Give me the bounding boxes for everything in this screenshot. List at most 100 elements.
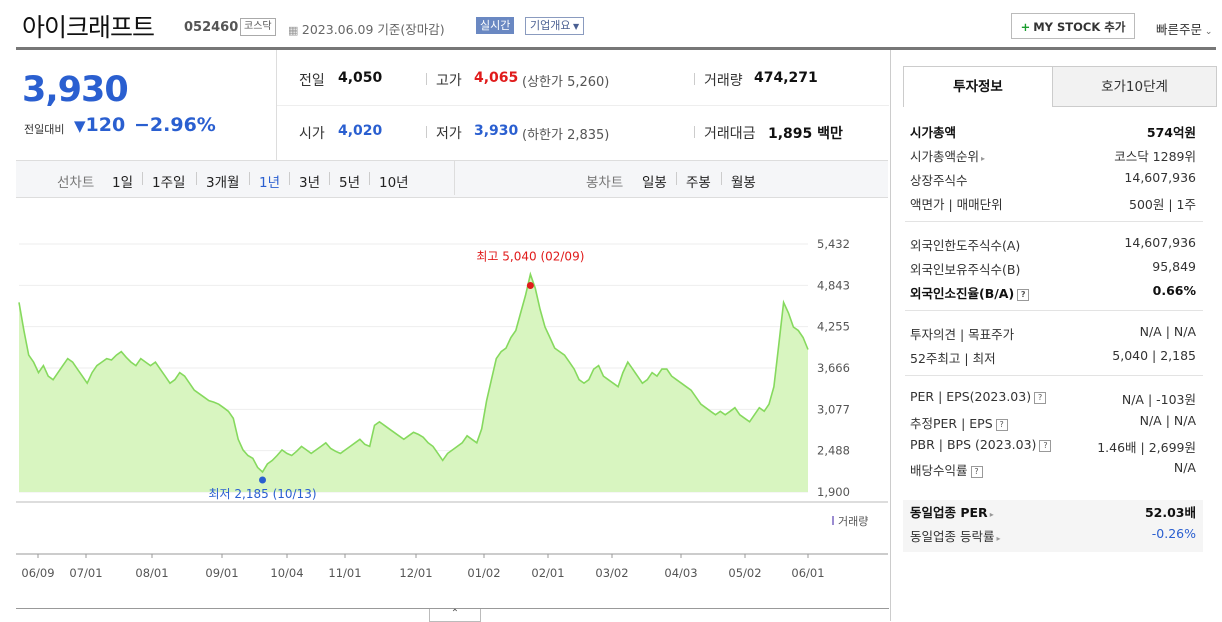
prev-value: 4,050 bbox=[338, 70, 383, 86]
corp-info-label: 기업개요 bbox=[530, 19, 571, 32]
tab-invest-info[interactable]: 투자정보 bbox=[903, 66, 1053, 107]
x-tick-label: 12/01 bbox=[399, 566, 432, 580]
y-axis-ticks: 5,432 4,843 4,255 3,666 3,077 2,488 1,900 bbox=[817, 237, 850, 499]
y-tick-label: 4,255 bbox=[817, 320, 850, 334]
market-badge: 코스닥 bbox=[240, 18, 276, 36]
x-tick-label: 01/02 bbox=[467, 566, 500, 580]
est-text: 추정PER | EPS bbox=[910, 416, 993, 431]
chart-bottom-line bbox=[16, 608, 889, 609]
x-tick-label: 06/09 bbox=[21, 566, 54, 580]
y-tick-label: 5,432 bbox=[817, 237, 850, 251]
open-label: 시가 bbox=[299, 126, 325, 142]
mystock-button[interactable]: + MY STOCK 추가 bbox=[1011, 13, 1135, 39]
high-value: 4,065 bbox=[474, 70, 519, 86]
x-tick-label: 07/01 bbox=[69, 566, 102, 580]
period-1w[interactable]: 1주일 bbox=[152, 175, 186, 191]
amount-label: 거래대금 bbox=[704, 126, 756, 142]
w52-value: 5,040 | 2,185 bbox=[1112, 348, 1196, 363]
quick-order-label: 빠른주문 bbox=[1156, 22, 1203, 37]
mystock-label: MY STOCK 추가 bbox=[1033, 20, 1126, 34]
period-5y[interactable]: 5년 bbox=[339, 175, 361, 191]
period-3m[interactable]: 3개월 bbox=[206, 175, 240, 191]
help-icon[interactable]: ? bbox=[1017, 289, 1030, 301]
volume-legend-label: 거래량 bbox=[838, 515, 868, 528]
sector-rate-text: 동일업종 등락률 bbox=[910, 529, 995, 544]
volume-value: 474,271 bbox=[754, 70, 818, 86]
chart-markers: 최고 5,040 (02/09) 최저 2,185 (10/13) bbox=[209, 250, 585, 501]
current-price: 3,930 bbox=[22, 70, 129, 110]
amount-number: 1,895 bbox=[768, 126, 813, 142]
x-tick-label: 05/02 bbox=[728, 566, 761, 580]
div-label: 배당수익률? bbox=[910, 460, 983, 479]
open-value: 4,020 bbox=[338, 123, 383, 139]
candle-weekly[interactable]: 주봉 bbox=[686, 175, 711, 191]
chevron-down-icon: ▼ bbox=[570, 22, 580, 31]
foreign-hold-label: 외국인보유주식수(B) bbox=[910, 262, 1021, 277]
per-text: PER | EPS(2023.03) bbox=[910, 389, 1032, 404]
sector-rate-label[interactable]: 동일업종 등락률 ▸ bbox=[910, 526, 1001, 545]
toolbar-sep bbox=[721, 172, 722, 185]
y-tick-label: 1,900 bbox=[817, 485, 850, 499]
sector-per-text: 동일업종 PER bbox=[910, 505, 988, 520]
sector-per-value: 52.03배 bbox=[1144, 505, 1196, 520]
cap-rank-label[interactable]: 시가총액순위 ▸ bbox=[910, 146, 985, 165]
row-divider bbox=[277, 105, 889, 106]
toolbar-sep bbox=[289, 172, 290, 185]
cell-divider bbox=[694, 126, 695, 138]
x-tick-label: 04/03 bbox=[664, 566, 697, 580]
corp-info-dropdown[interactable]: 기업개요 ▼ bbox=[525, 17, 585, 35]
compare-label: 전일대비 bbox=[24, 123, 65, 136]
foreign-rate-label: 외국인소진율(B/A)? bbox=[910, 283, 1030, 302]
pbr-label: PBR | BPS (2023.03)? bbox=[910, 437, 1052, 452]
price-line bbox=[18, 271, 809, 474]
expand-chevron-icon[interactable]: ⌃ bbox=[429, 609, 481, 622]
candle-monthly[interactable]: 월봉 bbox=[731, 175, 756, 191]
tab-quote-10[interactable]: 호가10단계 bbox=[1052, 66, 1217, 107]
price-box bbox=[16, 50, 277, 160]
period-10y[interactable]: 10년 bbox=[379, 175, 409, 191]
est-label: 추정PER | EPS? bbox=[910, 413, 1008, 432]
w52-label: 52주최고 | 최저 bbox=[910, 351, 996, 366]
pbr-value: 1.46배 | 2,699원 bbox=[1097, 440, 1196, 455]
toolbar-divider bbox=[454, 161, 455, 195]
period-3y[interactable]: 3년 bbox=[299, 175, 321, 191]
price-area bbox=[19, 274, 808, 492]
x-tick-label: 08/01 bbox=[135, 566, 168, 580]
lower-limit: (하한가 2,835) bbox=[522, 128, 610, 143]
period-1y[interactable]: 1년 bbox=[259, 175, 281, 191]
stock-name: 아이크래프트 bbox=[22, 13, 155, 42]
x-axis-ticks: 06/09 07/01 08/01 09/01 10/04 11/01 12/01 01/02… bbox=[21, 554, 825, 580]
x-tick-label: 10/04 bbox=[270, 566, 303, 580]
cap-rank-value: 코스닥 1289위 bbox=[1114, 149, 1196, 164]
y-tick-label: 3,666 bbox=[817, 361, 850, 375]
candle-chart-label: 봉차트 bbox=[586, 175, 624, 191]
quick-order-button[interactable]: 빠른주문 ⌄ bbox=[1156, 19, 1212, 38]
high-label: 최고 5,040 (02/09) bbox=[476, 250, 584, 264]
date-text: ▦ 2023.06.09 기준(장마감) bbox=[288, 19, 445, 38]
help-icon[interactable]: ? bbox=[970, 466, 983, 478]
amount-value: 1,895 백만 bbox=[768, 123, 843, 143]
help-icon[interactable]: ? bbox=[1039, 440, 1052, 452]
low-marker bbox=[259, 476, 267, 484]
amount-unit: 백만 bbox=[817, 126, 843, 142]
market-cap-label: 시가총액 bbox=[910, 125, 957, 140]
high-marker bbox=[526, 282, 534, 290]
help-icon[interactable]: ? bbox=[995, 419, 1008, 431]
cell-divider bbox=[694, 73, 695, 85]
header-divider bbox=[16, 47, 1216, 50]
help-icon[interactable]: ? bbox=[1034, 392, 1047, 404]
foreign-limit-value: 14,607,936 bbox=[1124, 235, 1196, 250]
realtime-button[interactable]: 실시간 bbox=[476, 17, 515, 34]
period-1d[interactable]: 1일 bbox=[112, 175, 134, 191]
sector-per-label[interactable]: 동일업종 PER ▸ bbox=[910, 502, 994, 521]
line-chart-label: 선차트 bbox=[57, 175, 95, 191]
panel-divider bbox=[905, 221, 1203, 222]
cell-divider bbox=[426, 73, 427, 85]
cap-rank-text: 시가총액순위 bbox=[910, 149, 980, 164]
y-tick-label: 4,843 bbox=[817, 278, 850, 292]
candle-daily[interactable]: 일봉 bbox=[642, 175, 667, 191]
opinion-label: 투자의견 | 목표주가 bbox=[910, 327, 1015, 342]
toolbar-sep bbox=[142, 172, 143, 185]
sector-box bbox=[903, 500, 1203, 552]
div-text: 배당수익률 bbox=[910, 463, 968, 478]
